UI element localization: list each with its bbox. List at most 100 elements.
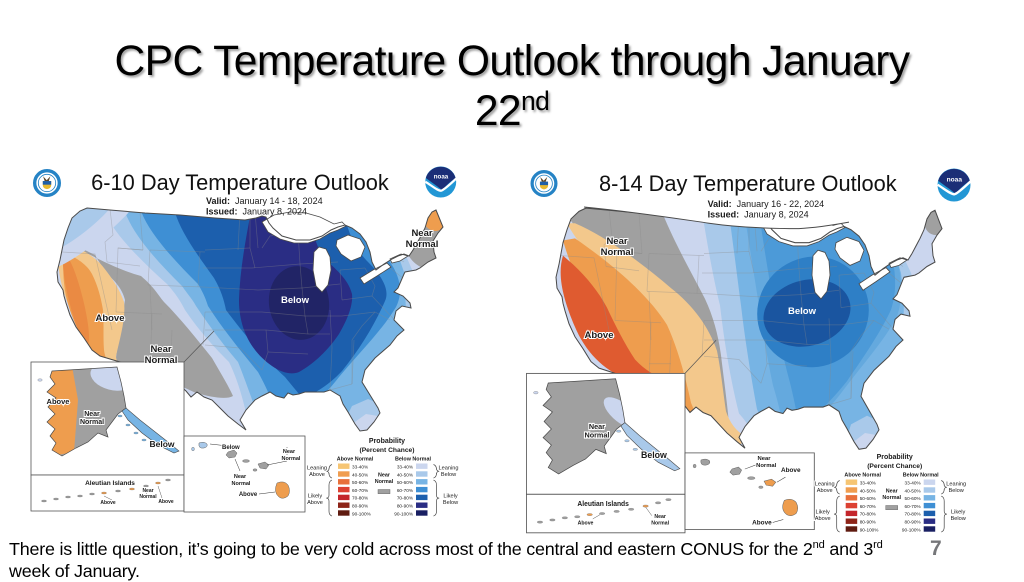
svg-text:80-90%: 80-90%	[397, 504, 413, 509]
svg-text:Normal: Normal	[584, 430, 609, 439]
svg-text:Normal: Normal	[282, 456, 301, 462]
svg-text:50-60%: 50-60%	[397, 480, 413, 485]
svg-text:Below: Below	[222, 445, 240, 451]
svg-text:Above: Above	[158, 499, 174, 505]
svg-text:Near: Near	[411, 228, 432, 239]
svg-text:33-40%: 33-40%	[397, 465, 413, 470]
svg-text:Aleutian Islands: Aleutian Islands	[85, 480, 135, 487]
svg-text:60-70%: 60-70%	[352, 488, 368, 493]
svg-text:33-40%: 33-40%	[905, 481, 921, 486]
svg-text:Likely: Likely	[951, 510, 966, 516]
svg-text:Above: Above	[584, 330, 613, 341]
svg-text:Near: Near	[606, 236, 627, 247]
svg-text:Near: Near	[378, 473, 391, 479]
svg-text:Near: Near	[589, 422, 605, 431]
svg-text:60-70%: 60-70%	[905, 504, 921, 509]
svg-text:33-40%: 33-40%	[352, 465, 368, 470]
svg-text:40-50%: 40-50%	[397, 472, 413, 477]
svg-text:Above: Above	[47, 397, 70, 406]
svg-text:Near: Near	[150, 344, 171, 355]
svg-text:Below Normal: Below Normal	[395, 457, 431, 463]
svg-text:Above: Above	[817, 488, 833, 494]
svg-text:(Percent Chance): (Percent Chance)	[867, 463, 922, 470]
svg-text:Above Normal: Above Normal	[844, 473, 881, 479]
svg-text:Aleutian Islands: Aleutian Islands	[577, 501, 629, 508]
svg-text:Above Normal: Above Normal	[337, 457, 374, 463]
svg-text:80-90%: 80-90%	[860, 520, 876, 525]
svg-text:40-50%: 40-50%	[352, 472, 368, 477]
svg-text:Valid: January 16 - 22, 2024: Valid: January 16 - 22, 2024	[708, 199, 825, 209]
svg-text:Below: Below	[441, 472, 457, 478]
svg-text:50-60%: 50-60%	[860, 496, 876, 501]
svg-text:Normal: Normal	[375, 479, 394, 485]
svg-text:Normal: Normal	[139, 494, 157, 500]
svg-text:Below: Below	[951, 516, 967, 522]
svg-text:60-70%: 60-70%	[860, 504, 876, 509]
svg-text:Normal: Normal	[232, 481, 251, 487]
svg-text:Normal: Normal	[145, 355, 178, 366]
svg-text:8-14 Day Temperature Outlook: 8-14 Day Temperature Outlook	[599, 171, 897, 196]
svg-text:Probability: Probability	[877, 454, 913, 461]
svg-text:Below: Below	[443, 500, 459, 506]
svg-text:33-40%: 33-40%	[860, 481, 876, 486]
svg-text:noaa: noaa	[947, 176, 963, 183]
svg-text:Near: Near	[234, 474, 247, 480]
svg-text:Leaning: Leaning	[815, 482, 835, 488]
svg-text:Above: Above	[752, 520, 772, 527]
svg-text:Normal: Normal	[756, 463, 777, 469]
svg-text:Likely: Likely	[816, 510, 831, 516]
svg-text:Above: Above	[781, 467, 801, 474]
svg-text:Below: Below	[641, 450, 667, 460]
svg-text:90-100%: 90-100%	[352, 511, 371, 516]
svg-text:Near: Near	[84, 411, 100, 418]
svg-text:90-100%: 90-100%	[394, 511, 413, 516]
svg-text:Above: Above	[307, 500, 323, 506]
svg-text:Issued: January 8, 2024: Issued: January 8, 2024	[708, 210, 809, 220]
svg-text:90-100%: 90-100%	[860, 527, 879, 532]
svg-text:(Percent Chance): (Percent Chance)	[359, 447, 414, 454]
svg-text:Near: Near	[886, 489, 899, 495]
svg-text:6-10 Day Temperature Outlook: 6-10 Day Temperature Outlook	[91, 170, 389, 195]
svg-text:Above: Above	[309, 472, 325, 478]
svg-text:Near: Near	[758, 456, 772, 462]
svg-text:Below Normal: Below Normal	[903, 473, 939, 479]
svg-text:Normal: Normal	[601, 247, 634, 258]
svg-text:Above: Above	[578, 520, 594, 526]
svg-text:70-80%: 70-80%	[905, 512, 921, 517]
svg-text:Valid: January 14 - 18, 2024: Valid: January 14 - 18, 2024	[206, 196, 323, 206]
svg-text:Normal: Normal	[882, 495, 901, 501]
svg-text:Above: Above	[100, 500, 116, 506]
svg-text:50-60%: 50-60%	[905, 496, 921, 501]
svg-text:Near: Near	[654, 514, 665, 520]
svg-text:Likely: Likely	[308, 494, 323, 500]
svg-text:Leaning: Leaning	[946, 482, 966, 488]
svg-text:40-50%: 40-50%	[905, 488, 921, 493]
svg-text:Above: Above	[239, 492, 258, 498]
svg-text:90-100%: 90-100%	[902, 527, 921, 532]
svg-text:70-80%: 70-80%	[352, 496, 368, 501]
svg-text:Normal: Normal	[651, 520, 669, 526]
svg-text:80-90%: 80-90%	[905, 520, 921, 525]
svg-text:Issued: January 8, 2024: Issued: January 8, 2024	[206, 207, 307, 217]
svg-text:Below: Below	[949, 488, 965, 494]
svg-text:Leaning: Leaning	[439, 466, 459, 472]
svg-text:Likely: Likely	[443, 494, 458, 500]
svg-text:70-80%: 70-80%	[397, 496, 413, 501]
svg-text:50-60%: 50-60%	[352, 480, 368, 485]
svg-text:Leaning: Leaning	[307, 466, 327, 472]
svg-text:60-70%: 60-70%	[397, 488, 413, 493]
svg-text:Below: Below	[788, 306, 817, 317]
svg-text:Normal: Normal	[80, 419, 104, 426]
svg-text:Above: Above	[95, 313, 124, 324]
svg-text:Near: Near	[142, 488, 153, 494]
svg-text:Near: Near	[283, 449, 296, 455]
svg-text:Below: Below	[281, 295, 310, 306]
svg-text:Above: Above	[815, 516, 831, 522]
svg-text:Below: Below	[149, 439, 174, 449]
svg-text:Probability: Probability	[369, 438, 405, 445]
svg-text:70-80%: 70-80%	[860, 512, 876, 517]
svg-text:80-90%: 80-90%	[352, 504, 368, 509]
svg-text:Normal: Normal	[406, 239, 439, 250]
svg-text:noaa: noaa	[434, 174, 449, 181]
svg-text:40-50%: 40-50%	[860, 488, 876, 493]
